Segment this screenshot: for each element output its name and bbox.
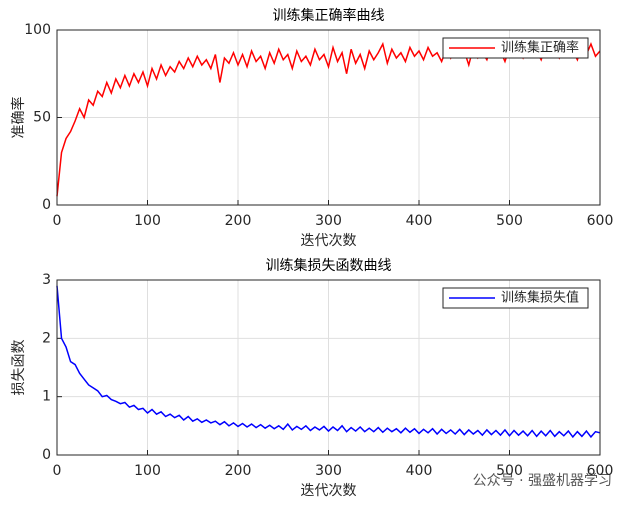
chart-title: 训练集损失函数曲线 — [266, 257, 392, 274]
y-tick-label: 0 — [42, 447, 51, 463]
x-tick-label: 300 — [315, 463, 342, 479]
y-tick-label: 0 — [42, 197, 51, 213]
y-tick-label: 2 — [42, 330, 51, 346]
x-axis-label: 迭代次数 — [301, 233, 357, 249]
legend-box — [442, 37, 589, 59]
x-tick-label: 100 — [134, 213, 161, 229]
chart-title: 训练集正确率曲线 — [273, 7, 385, 24]
y-tick-label: 3 — [42, 272, 51, 288]
x-tick-label: 100 — [134, 463, 161, 479]
x-tick-label: 500 — [496, 463, 523, 479]
x-axis-label: 迭代次数 — [301, 483, 357, 499]
legend-box — [442, 287, 589, 309]
x-tick-label: 200 — [225, 463, 252, 479]
y-tick-label: 50 — [33, 110, 51, 126]
x-tick-label: 0 — [53, 463, 62, 479]
y-axis-label: 准确率 — [10, 97, 27, 139]
x-tick-label: 400 — [406, 213, 433, 229]
legend-label: 训练集正确率 — [501, 40, 579, 56]
x-tick-label: 300 — [315, 213, 342, 229]
x-tick-label: 500 — [496, 213, 523, 229]
y-tick-label: 1 — [42, 389, 51, 405]
y-axis-label: 损失函数 — [11, 340, 27, 396]
y-tick-label: 100 — [24, 22, 51, 38]
legend-label: 训练集损失值 — [501, 290, 579, 306]
x-tick-label: 400 — [406, 463, 433, 479]
watermark: 公众号 · 强盛机器学习 — [473, 473, 612, 489]
x-tick-label: 600 — [587, 213, 614, 229]
x-tick-label: 200 — [225, 213, 252, 229]
data-line — [56, 285, 601, 439]
x-tick-label: 600 — [587, 463, 614, 479]
x-tick-label: 0 — [53, 213, 62, 229]
axes-box — [56, 29, 601, 206]
axes-box — [56, 279, 601, 456]
